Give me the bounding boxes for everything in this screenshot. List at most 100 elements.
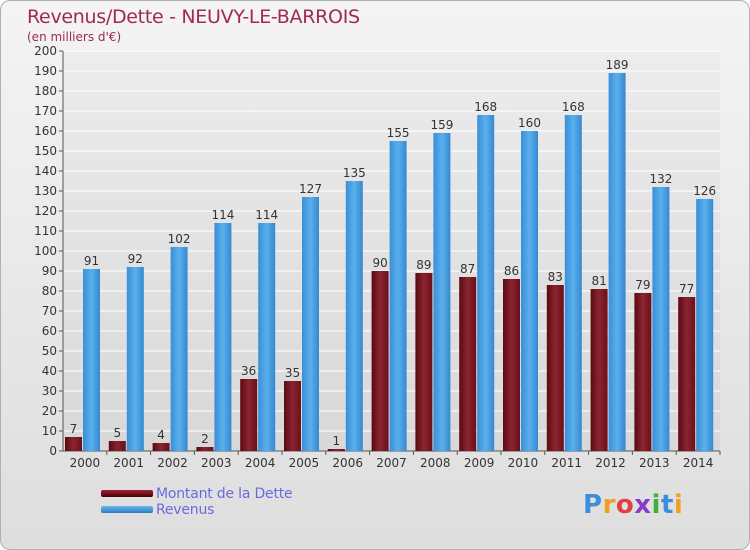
- revenus-bar: [389, 141, 407, 451]
- dette-bar: [590, 289, 608, 451]
- y-tick-label: 180: [34, 84, 57, 98]
- data-label: 168: [562, 100, 585, 114]
- data-label: 91: [84, 254, 99, 268]
- y-tick-label: 10: [42, 424, 57, 438]
- logo-letter: o: [615, 490, 635, 520]
- logo-letter: x: [634, 490, 652, 520]
- data-label: 92: [128, 252, 143, 266]
- dette-bar: [284, 381, 301, 451]
- y-tick-label: 150: [34, 144, 57, 158]
- dette-bar: [634, 293, 652, 451]
- data-label: 1: [332, 434, 340, 448]
- data-label: 89: [416, 258, 431, 272]
- data-label: 135: [343, 166, 366, 180]
- revenus-bar: [345, 181, 363, 451]
- y-tick-label: 30: [42, 384, 57, 398]
- y-tick-label: 80: [42, 284, 57, 298]
- logo-letter: P: [583, 490, 603, 520]
- x-tick-label: 2005: [289, 456, 320, 470]
- revenus-bar: [652, 187, 670, 451]
- revenus-bar: [477, 115, 495, 451]
- revenus-bar: [170, 247, 188, 451]
- dette-bar: [459, 277, 477, 451]
- data-label: 35: [285, 366, 300, 380]
- x-tick-label: 2002: [157, 456, 188, 470]
- legend-swatch-dette: [101, 490, 153, 497]
- data-label: 5: [113, 426, 121, 440]
- x-tick-label: 2009: [464, 456, 495, 470]
- x-tick-label: 2011: [551, 456, 582, 470]
- revenus-bar: [521, 131, 538, 451]
- data-label: 114: [255, 208, 278, 222]
- chart-subtitle: (en milliers d'€): [27, 30, 122, 44]
- dette-bar: [240, 379, 258, 451]
- data-label: 155: [387, 126, 410, 140]
- dette-bar: [678, 297, 696, 451]
- x-tick-label: 2008: [420, 456, 451, 470]
- dette-bar: [503, 279, 520, 451]
- dette-bar: [196, 447, 214, 451]
- data-label: 114: [211, 208, 234, 222]
- logo-letter: i: [651, 490, 661, 520]
- data-label: 81: [591, 274, 606, 288]
- data-label: 79: [635, 278, 650, 292]
- revenus-bar: [608, 73, 626, 451]
- dette-bar: [546, 285, 564, 451]
- x-tick-label: 2003: [201, 456, 232, 470]
- x-tick-label: 2013: [639, 456, 670, 470]
- x-tick-label: 2010: [508, 456, 539, 470]
- y-tick-label: 60: [42, 324, 57, 338]
- data-label: 86: [504, 264, 519, 278]
- data-label: 127: [299, 182, 322, 196]
- x-tick-label: 2006: [332, 456, 363, 470]
- revenus-bar: [433, 133, 451, 451]
- y-tick-label: 20: [42, 404, 57, 418]
- x-tick-label: 2004: [245, 456, 276, 470]
- dette-bar: [327, 449, 345, 451]
- logo-letter: t: [660, 490, 674, 520]
- revenus-bar: [258, 223, 276, 451]
- legend-label-revenus: Revenus: [156, 502, 215, 518]
- y-tick-label: 160: [34, 124, 57, 138]
- revenus-bar: [564, 115, 582, 451]
- data-label: 4: [157, 428, 165, 442]
- x-tick-label: 2014: [683, 456, 714, 470]
- data-label: 159: [430, 118, 453, 132]
- revenus-bar: [302, 197, 319, 451]
- y-tick-label: 100: [34, 244, 57, 258]
- y-tick-label: 140: [34, 164, 57, 178]
- y-tick-label: 50: [42, 344, 57, 358]
- y-tick-label: 190: [34, 64, 57, 78]
- data-label: 90: [372, 256, 387, 270]
- y-tick-label: 110: [34, 224, 57, 238]
- logo-letter: i: [673, 490, 684, 520]
- dette-bar: [108, 441, 126, 451]
- data-label: 189: [606, 58, 629, 72]
- data-label: 77: [679, 282, 694, 296]
- x-tick-label: 2000: [70, 456, 101, 470]
- revenus-bar: [126, 267, 144, 451]
- revenus-bar: [696, 199, 714, 451]
- data-label: 102: [168, 232, 191, 246]
- dette-bar: [152, 443, 170, 451]
- data-label: 36: [241, 364, 256, 378]
- data-label: 168: [474, 100, 497, 114]
- logo-letter: r: [602, 490, 616, 520]
- data-label: 160: [518, 116, 541, 130]
- dette-bar: [415, 273, 433, 451]
- y-tick-label: 0: [49, 444, 57, 458]
- y-tick-label: 200: [34, 44, 57, 58]
- revenus-bar: [83, 269, 100, 451]
- data-label: 83: [548, 270, 563, 284]
- data-label: 2: [201, 432, 209, 446]
- y-tick-label: 120: [34, 204, 57, 218]
- data-label: 7: [70, 422, 78, 436]
- proxiti-logo: Proxiti: [583, 490, 683, 520]
- data-label: 87: [460, 262, 475, 276]
- legend-label-dette: Montant de la Dette: [156, 486, 293, 502]
- x-tick-label: 2007: [376, 456, 407, 470]
- y-tick-label: 70: [42, 304, 57, 318]
- revenus-bar: [214, 223, 232, 451]
